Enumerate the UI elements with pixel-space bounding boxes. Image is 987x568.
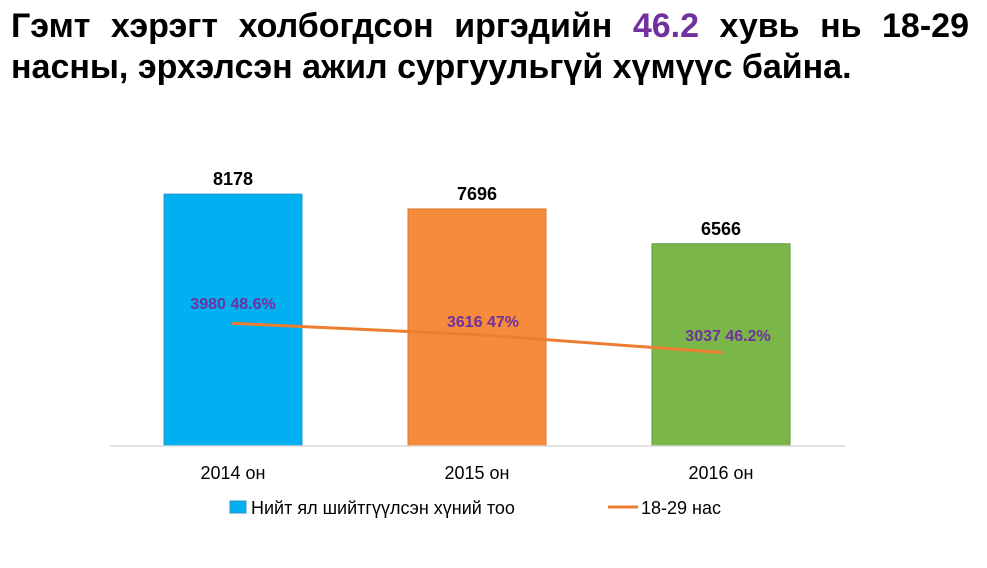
bar-3 — [651, 243, 791, 447]
bar-1 — [163, 193, 303, 447]
bars-layer — [163, 193, 791, 447]
line-layer — [231, 321, 723, 354]
bar-value-label-3: 6566 — [701, 219, 741, 239]
line-value-label-3: 3037 46.2% — [685, 328, 770, 345]
line-value-label-1: 3980 48.6% — [190, 296, 275, 313]
headline-highlight-percent: 46.2 — [632, 7, 699, 45]
category-label-3: 2016 он — [689, 463, 754, 483]
line-value-label-2: 3616 47% — [447, 314, 519, 331]
labels-layer: 8178 2014 он 7696 2015 он 6566 2016 он 3980 48… — [190, 169, 770, 483]
bar-value-label-1: 8178 — [213, 169, 253, 189]
line-point-3 — [719, 350, 723, 354]
headline-text-start: Гэмт хэрэгт холбогдсон иргэдийн — [11, 7, 633, 45]
category-label-2: 2015 он — [445, 463, 510, 483]
headline-text-end: хувь нь 18-29 насны, эрхэлсэн ажил сургу… — [11, 7, 969, 86]
headline: Гэмт хэрэгт холбогдсон иргэдийн 46.2 хув… — [11, 6, 969, 88]
bar-value-label-2: 7696 — [457, 184, 497, 204]
bar-2 — [407, 208, 547, 447]
category-label-1: 2014 он — [201, 463, 266, 483]
line-point-1 — [231, 321, 235, 325]
legend-label-line: 18-29 нас — [641, 498, 721, 518]
legend-swatch-bar — [229, 500, 247, 514]
line-point-2 — [475, 333, 479, 337]
legend: Нийт ял шийтгүүлсэн хүний тоо 18-29 нас — [229, 498, 721, 518]
legend-label-bar: Нийт ял шийтгүүлсэн хүний тоо — [251, 498, 515, 518]
